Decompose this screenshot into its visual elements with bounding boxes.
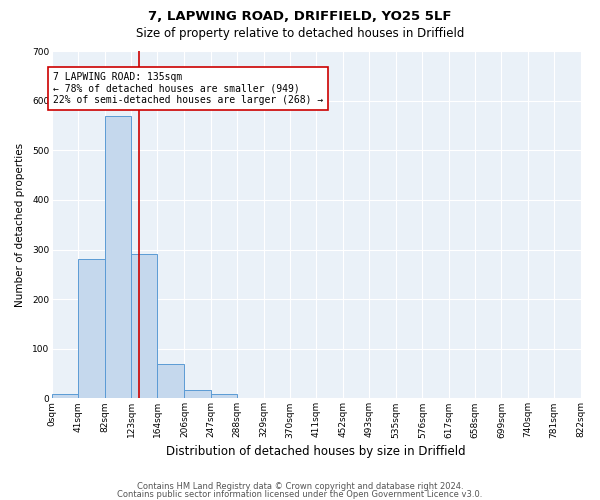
Text: Contains public sector information licensed under the Open Government Licence v3: Contains public sector information licen…	[118, 490, 482, 499]
Y-axis label: Number of detached properties: Number of detached properties	[15, 142, 25, 307]
Bar	[211, 394, 237, 398]
Bar	[52, 394, 79, 398]
Text: 7, LAPWING ROAD, DRIFFIELD, YO25 5LF: 7, LAPWING ROAD, DRIFFIELD, YO25 5LF	[148, 10, 452, 23]
Bar	[104, 116, 131, 399]
Bar	[131, 254, 157, 398]
Bar	[79, 260, 104, 398]
Bar	[157, 364, 184, 398]
Text: Size of property relative to detached houses in Driffield: Size of property relative to detached ho…	[136, 28, 464, 40]
Text: Contains HM Land Registry data © Crown copyright and database right 2024.: Contains HM Land Registry data © Crown c…	[137, 482, 463, 491]
Text: 7 LAPWING ROAD: 135sqm
← 78% of detached houses are smaller (949)
22% of semi-de: 7 LAPWING ROAD: 135sqm ← 78% of detached…	[53, 72, 323, 105]
Bar	[184, 390, 211, 398]
X-axis label: Distribution of detached houses by size in Driffield: Distribution of detached houses by size …	[166, 444, 466, 458]
